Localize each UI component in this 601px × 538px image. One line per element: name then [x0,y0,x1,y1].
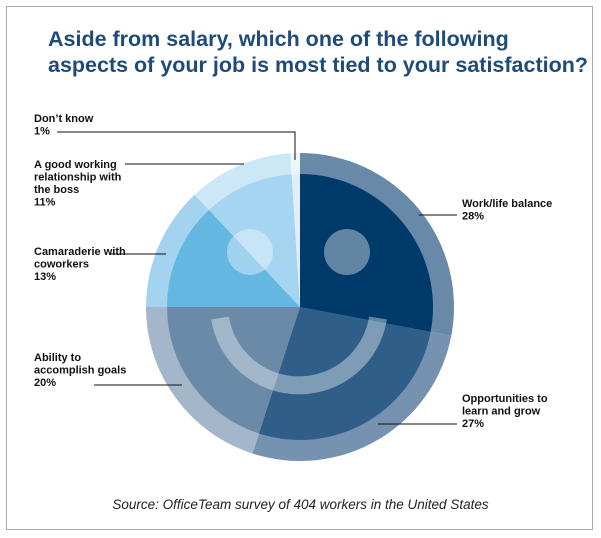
slice-category-label: Camaraderie with [34,246,126,258]
slice-label-2: Opportunities to learn and grow 27% [462,393,548,430]
slice-label-6: Don’t know 1% [34,113,94,138]
slice-category-label: Work/life balance [462,198,552,210]
slice-label-3: Ability to accomplish goals 20% [34,352,126,389]
slice-category-label: the boss [34,184,79,196]
slice-value-label: 11% [34,197,56,209]
slice-value-label: 28% [462,211,484,223]
slice-label-5: A good working relationship with the boss 1… [34,159,122,209]
slice-category-label: Don’t know [34,113,94,125]
slice-category-label: relationship with [34,172,122,184]
label-leader-lines [57,131,457,425]
chart-source-note: Source: OfficeTeam survey of 404 workers… [112,497,489,512]
slice-value-label: 1% [34,126,50,138]
slice-label-4: Camaraderie with coworkers 13% [34,246,126,283]
pie-slice-2 [258,307,431,440]
smiley-face-decoration [211,229,387,395]
pie-slice-3 [167,307,300,434]
leader-line-6 [57,131,296,160]
pie-slice-5 [208,174,300,307]
slice-category-label: coworkers [34,259,89,271]
slice-labels: Work/life balance 28% Opportunities to lear… [34,113,552,430]
slice-value-label: 27% [462,418,484,430]
pie-slice-4 [167,210,300,307]
left-eye-decoration [227,229,273,275]
slice-value-label: 13% [34,271,56,283]
chart-title-line-2: aspects of your job is most tied to your… [48,53,588,77]
slice-category-label: Ability to [34,352,81,364]
slice-category-label: A good working [34,159,117,171]
slice-value-label: 20% [34,377,56,389]
chart-title: Aside from salary, which one of the foll… [48,26,588,78]
smile-decoration [211,316,387,395]
slice-category-label: Opportunities to [462,393,548,405]
pie-slice-6 [291,174,300,307]
slice-category-label: accomplish goals [34,365,126,377]
chart-title-line-1: Aside from salary, which one of the foll… [48,27,509,51]
right-eye-decoration [324,229,370,275]
pie-inner-slices [167,174,433,440]
slice-category-label: learn and grow [462,406,541,418]
pie-slice-1 [300,174,433,332]
slice-label-1: Work/life balance 28% [462,198,552,223]
